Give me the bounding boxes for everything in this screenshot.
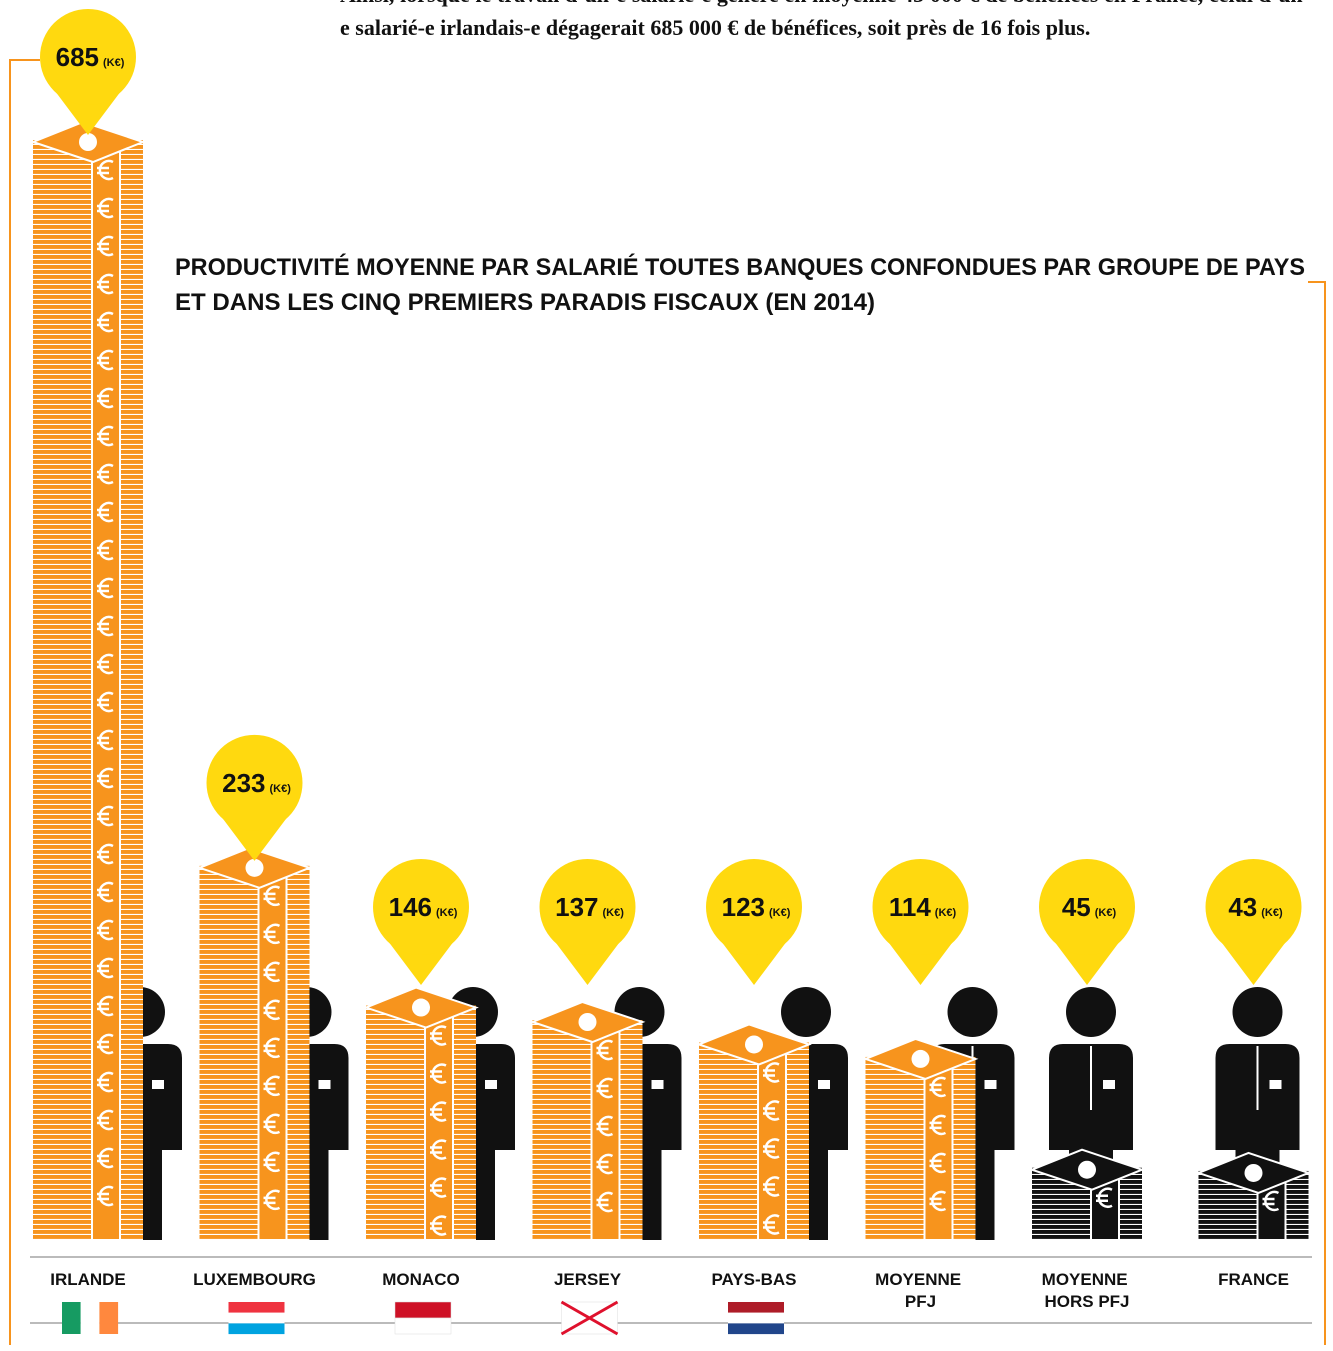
chart: PRODUCTIVITÉ MOYENNE PAR SALARIÉ TOUTES … <box>0 0 1333 1351</box>
value-number: 114 <box>889 892 931 922</box>
value-number: 233 <box>222 768 265 798</box>
bill-seal <box>745 1035 763 1053</box>
page: Ainsi, lorsque le travail d’un·e salarié… <box>0 0 1333 1351</box>
flag <box>62 1302 81 1334</box>
x-tick-label: LUXEMBOURG <box>193 1270 316 1289</box>
flag <box>99 1302 118 1334</box>
x-tick-label: MONACO <box>382 1270 459 1289</box>
stack-stripes <box>33 140 143 1240</box>
chart-title: ET DANS LES CINQ PREMIERS PARADIS FISCAU… <box>175 289 875 316</box>
stack-band <box>92 140 120 1240</box>
x-tick-label: FRANCE <box>1218 1270 1289 1289</box>
flag <box>395 1318 451 1334</box>
flag <box>395 1302 451 1318</box>
person-badge <box>652 1080 664 1089</box>
flag <box>728 1313 784 1324</box>
person-badge <box>319 1080 331 1089</box>
value-number: 137 <box>555 892 598 922</box>
x-tick-label: MOYENNE PFJ <box>875 1270 966 1311</box>
bill-seal <box>1078 1161 1096 1179</box>
stack-band <box>425 1006 453 1240</box>
person-badge <box>485 1080 497 1089</box>
value-unit: (K€) <box>270 783 292 795</box>
value-unit: (K€) <box>1095 907 1117 919</box>
value-number: 685 <box>56 42 99 72</box>
x-tick-label: PAYS-BAS <box>711 1270 796 1289</box>
chart-title: PRODUCTIVITÉ MOYENNE PAR SALARIÉ TOUTES … <box>175 253 1305 281</box>
value-number: 123 <box>722 892 765 922</box>
person-head <box>781 987 831 1037</box>
stack-stripes <box>533 1020 643 1240</box>
flag <box>728 1302 784 1313</box>
person-head <box>1233 987 1283 1037</box>
person-head <box>1066 987 1116 1037</box>
x-tick-label: MOYENNE HORS PFJ <box>1042 1270 1133 1311</box>
stack-stripes <box>200 866 310 1240</box>
flag <box>229 1323 285 1334</box>
person-badge <box>818 1080 830 1089</box>
stack-stripes <box>366 1006 476 1240</box>
stack-stripes <box>866 1057 976 1240</box>
person-badge <box>152 1080 164 1089</box>
flag <box>229 1302 285 1313</box>
bill-seal <box>246 859 264 877</box>
bill-seal <box>912 1050 930 1068</box>
bill-seal <box>1245 1164 1263 1182</box>
flag <box>81 1302 100 1334</box>
value-unit: (K€) <box>103 57 125 69</box>
value-unit: (K€) <box>769 907 791 919</box>
stack-stripes <box>699 1042 809 1240</box>
value-unit: (K€) <box>1261 907 1283 919</box>
person-head <box>948 987 998 1037</box>
person-badge <box>1103 1080 1115 1089</box>
flag <box>229 1313 285 1324</box>
value-number: 146 <box>389 892 432 922</box>
person-badge <box>1270 1080 1282 1089</box>
value-unit: (K€) <box>935 907 957 919</box>
bill-seal <box>412 999 430 1017</box>
person-badge <box>985 1080 997 1089</box>
bill-seal <box>579 1013 597 1031</box>
frame-line <box>1308 282 1325 1345</box>
x-tick-label: IRLANDE <box>50 1270 126 1289</box>
value-number: 45 <box>1062 892 1091 922</box>
flag <box>728 1323 784 1334</box>
value-number: 43 <box>1228 892 1257 922</box>
bill-seal <box>79 133 97 151</box>
value-unit: (K€) <box>603 907 625 919</box>
value-unit: (K€) <box>436 907 458 919</box>
x-tick-label: JERSEY <box>554 1270 622 1289</box>
stack-band <box>259 866 287 1240</box>
